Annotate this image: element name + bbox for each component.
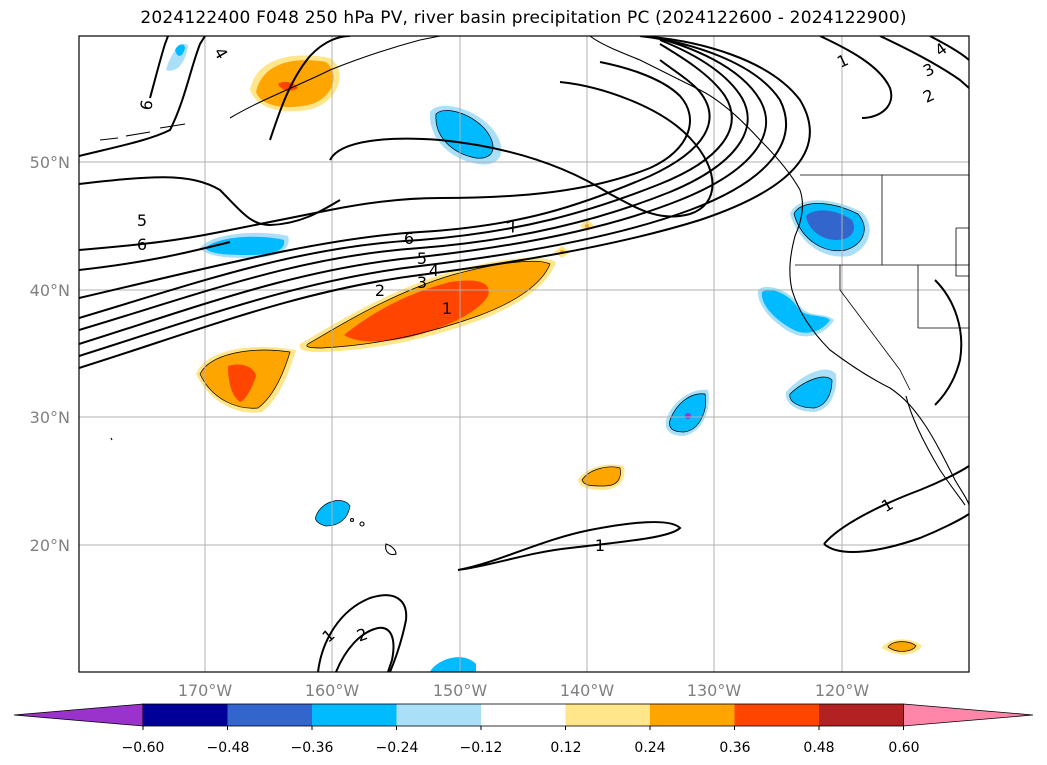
map-title: 2024122400 F048 250 hPa PV, river basin … (140, 8, 907, 28)
colorbar-segment (650, 704, 735, 726)
lon-label: 160°W (305, 681, 360, 700)
colorbar-segment (312, 704, 397, 726)
colorbar-extend-low (13, 703, 144, 727)
colorbar-tick-label: 0.36 (719, 740, 750, 756)
contour-label: 5 (417, 249, 427, 268)
lon-label: 150°W (433, 681, 488, 700)
lon-label: 120°W (815, 681, 870, 700)
anomaly-outlines (199, 110, 917, 652)
latitude-labels: 50°N 40°N 30°N 20°N (30, 153, 70, 555)
colorbar-segment (734, 704, 820, 726)
colorbar-ticks: −0.60 −0.48 −0.36 −0.24 −0.12 0.12 0.24 … (122, 740, 920, 756)
colorbar-segment (227, 704, 313, 726)
lat-label: 50°N (30, 153, 70, 172)
colorbar-tick-label: 0.24 (634, 740, 665, 756)
map-area: 6 4 5 6 7 6 5 4 3 2 1 1 1 1 2 1 2 3 4 (79, 36, 969, 672)
longitude-labels: 170°W 160°W 150°W 140°W 130°W 120°W (178, 681, 870, 700)
contour-label: 4 (429, 261, 439, 280)
lat-label: 40°N (30, 281, 70, 300)
state-borders (795, 174, 969, 391)
colorbar-segment (396, 704, 482, 726)
colorbar-tick-label: 0.60 (888, 740, 919, 756)
colorbar-tick-label: 0.48 (803, 740, 834, 756)
contour-label: 6 (137, 235, 147, 254)
colorbar-extend-high (903, 703, 1034, 727)
lon-label: 170°W (178, 681, 233, 700)
colorbar-tick-label: −0.24 (376, 740, 419, 756)
colorbar-segment (143, 704, 228, 726)
map-frame (78, 35, 970, 673)
colorbar-boxes (13, 703, 1034, 730)
contour-label: 1 (595, 536, 605, 555)
lat-label: 20°N (30, 536, 70, 555)
colorbar-tick-label: −0.12 (460, 740, 503, 756)
colorbar-tick-label: −0.60 (122, 740, 165, 756)
negative-anomaly-region (315, 500, 350, 526)
colorbar-segment (819, 704, 904, 726)
colorbar: −0.60 −0.48 −0.36 −0.24 −0.12 0.12 0.24 … (13, 703, 1034, 756)
lat-label: 30°N (30, 408, 70, 427)
colorbar-tick-label: −0.48 (207, 740, 250, 756)
colorbar-tick-label: −0.36 (291, 740, 334, 756)
lon-label: 130°W (687, 681, 742, 700)
contour-label: 3 (417, 273, 427, 292)
lon-label: 140°W (560, 681, 615, 700)
contour-label: 5 (137, 211, 147, 230)
colorbar-frame (142, 703, 904, 727)
contour-label: 6 (404, 229, 414, 248)
contour-label: 2 (375, 281, 385, 300)
colorbar-segment (565, 704, 651, 726)
colorbar-tick-label: 0.12 (550, 740, 581, 756)
negative-anomaly-region (430, 657, 476, 672)
contour-label: 1 (442, 299, 452, 318)
pv-contours (79, 36, 969, 672)
contour-label: 6 (136, 98, 156, 111)
colorbar-segment (481, 704, 566, 726)
